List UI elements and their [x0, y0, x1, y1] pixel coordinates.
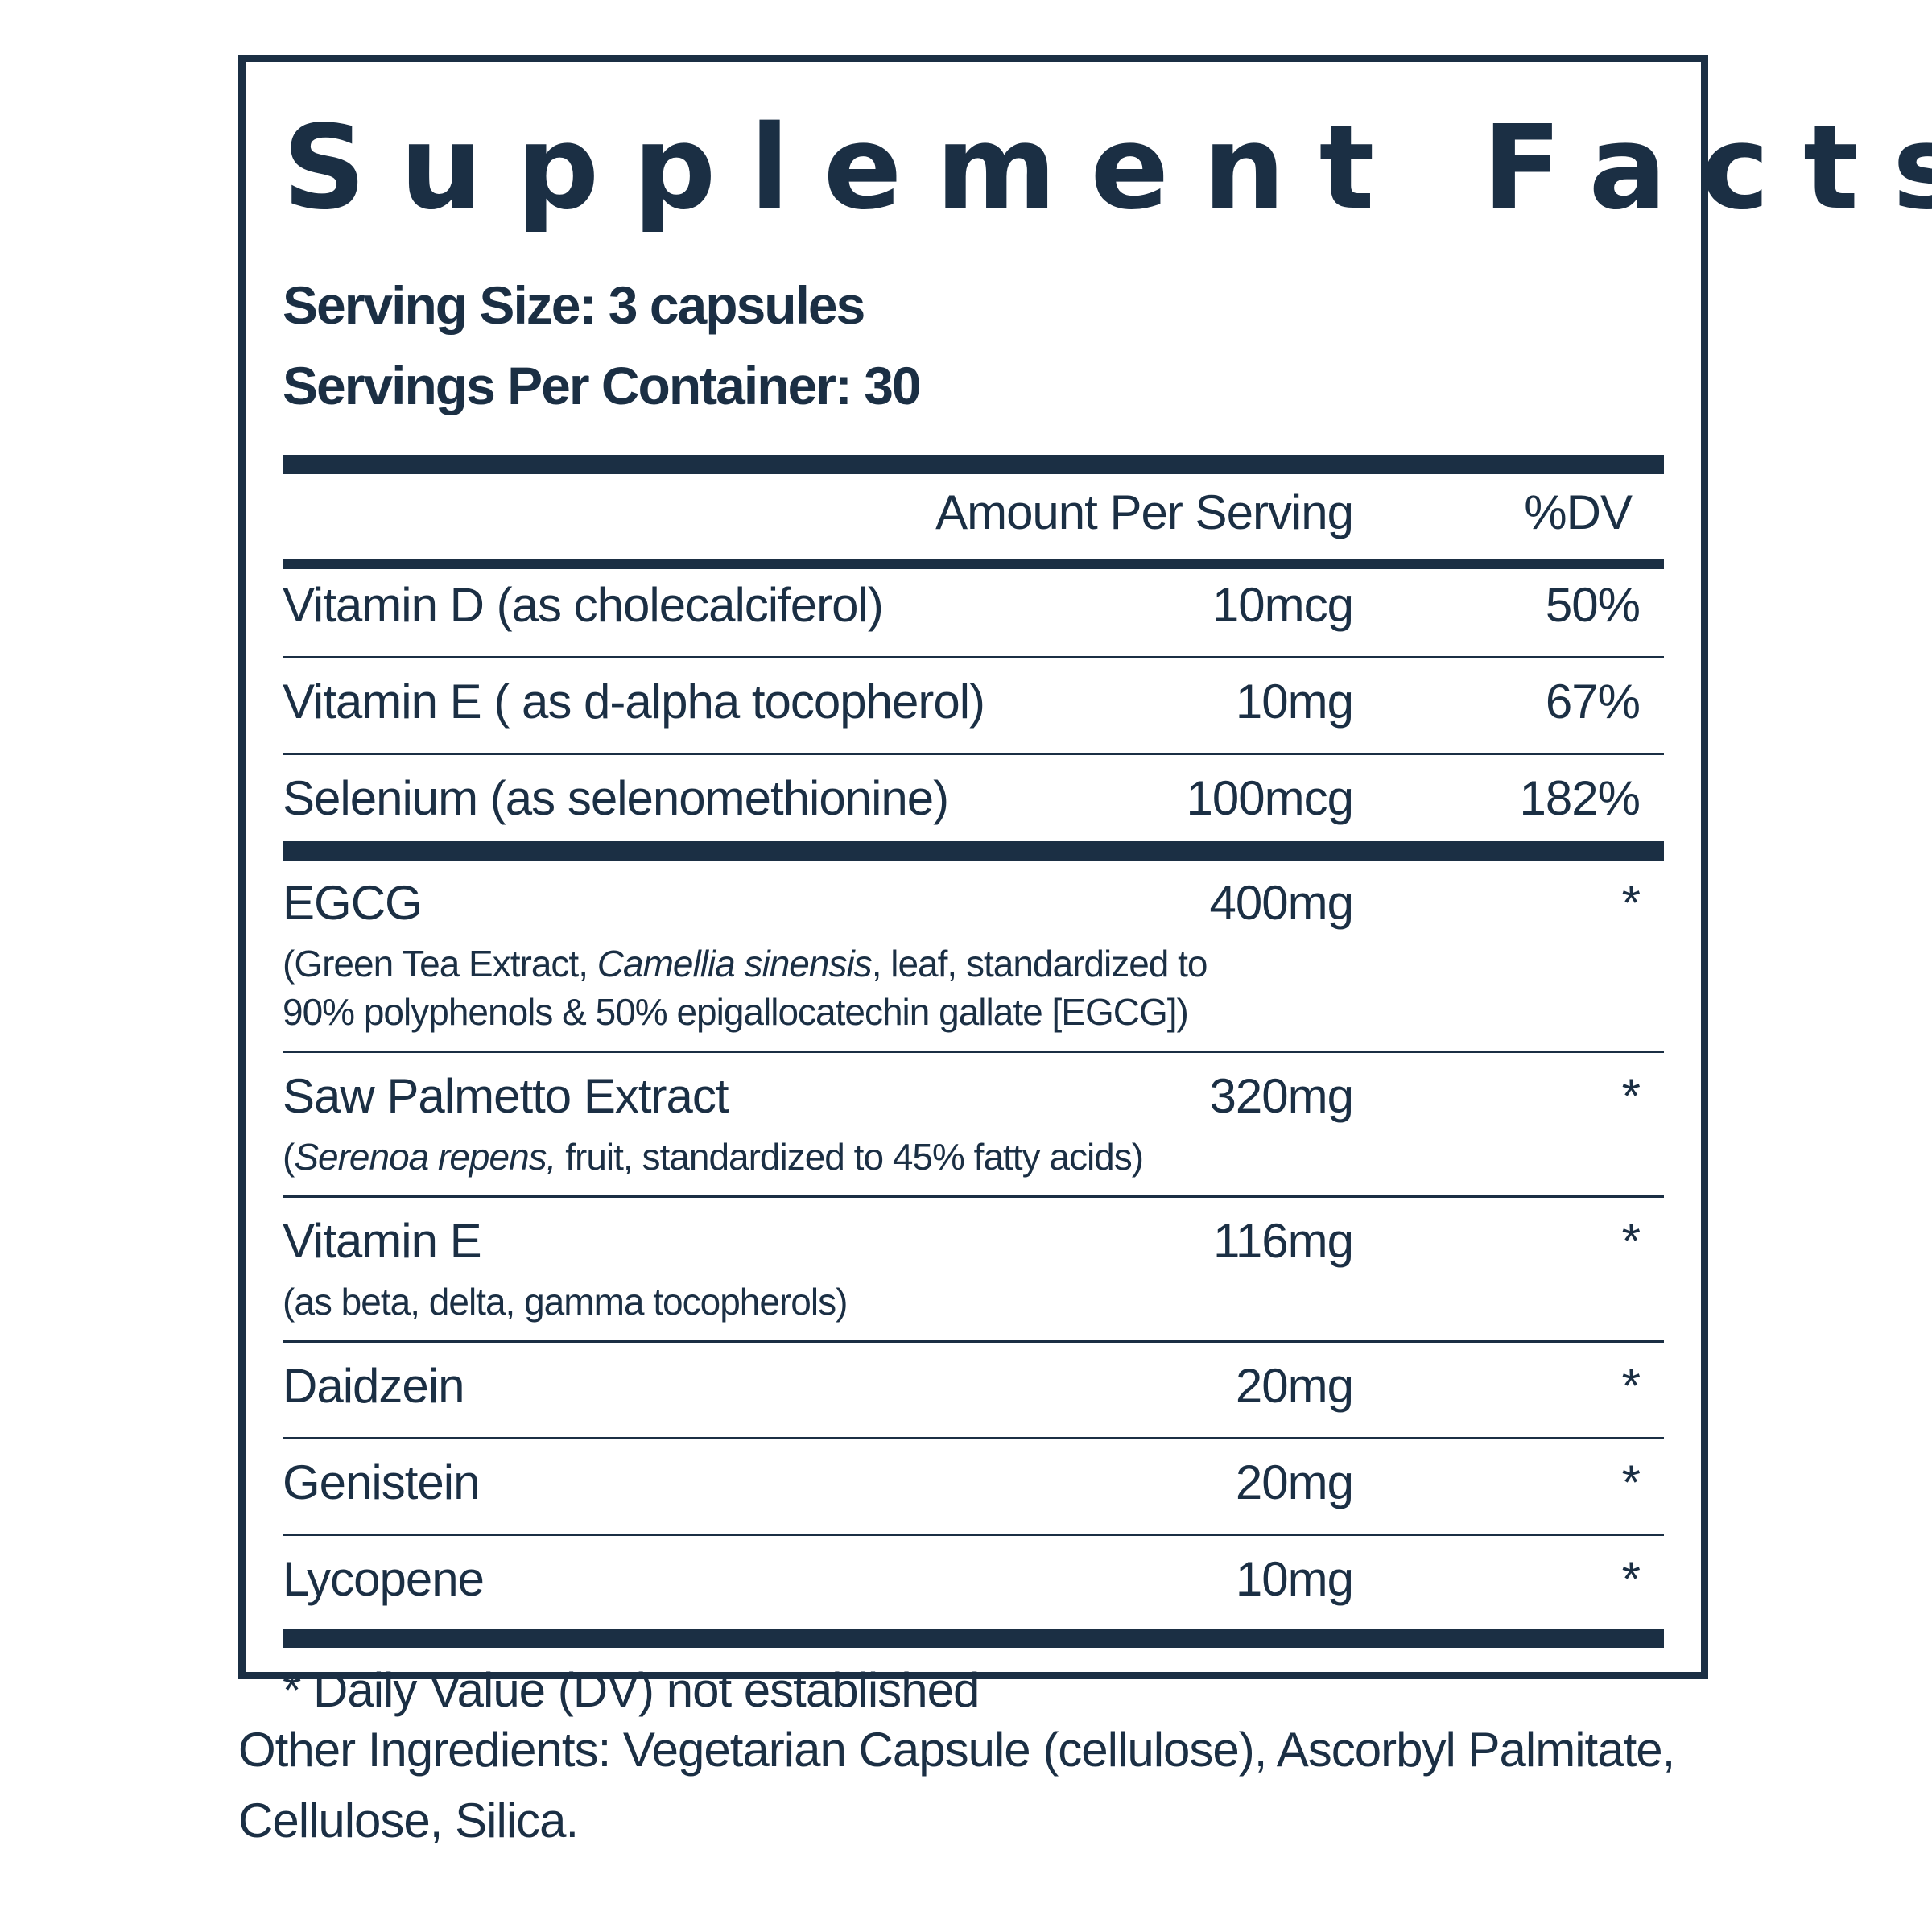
ingredient-description: (Serenoa repens, fruit, standardized to …	[283, 1136, 1144, 1178]
panel-title: Supplement Facts	[283, 100, 1932, 235]
ingredient-dv: *	[1621, 1359, 1641, 1413]
thick-divider	[283, 455, 1664, 474]
row-divider	[283, 753, 1664, 755]
nutrient-name: Vitamin E ( as d-alpha tocopherol)	[283, 675, 985, 729]
ingredient-description: 90% polyphenols & 50% epigallocatechin g…	[283, 991, 1189, 1033]
ingredient-name: EGCG	[283, 876, 423, 930]
ingredient-amount: 320mg	[1209, 1069, 1354, 1123]
ingredient-amount: 20mg	[1235, 1455, 1354, 1509]
nutrient-amount: 10mcg	[1212, 578, 1354, 632]
ingredient-dv: *	[1621, 1552, 1641, 1606]
ingredient-dv: *	[1621, 1069, 1641, 1123]
supplement-facts-panel: Supplement Facts Serving Size: 3 capsule…	[238, 55, 1932, 1717]
ingredient-amount: 400mg	[1209, 876, 1354, 930]
ingredient-dv: *	[1621, 1455, 1641, 1509]
nutrient-dv: 67%	[1545, 675, 1641, 729]
ingredient-name: Vitamin E	[283, 1214, 482, 1268]
row-divider	[283, 1195, 1664, 1198]
ingredient-amount: 20mg	[1235, 1359, 1354, 1413]
column-header-dv: %DV	[1524, 485, 1633, 539]
ingredient-name: Daidzein	[283, 1359, 464, 1413]
nutrient-amount: 10mg	[1235, 675, 1354, 729]
ingredient-description: (as beta, delta, gamma tocopherols)	[283, 1281, 848, 1323]
ingredient-dv: *	[1621, 876, 1641, 930]
ingredient-name: Lycopene	[283, 1552, 485, 1606]
ingredient-amount: 10mg	[1235, 1552, 1354, 1606]
nutrient-name: Vitamin D (as cholecalciferol)	[283, 578, 884, 632]
nutrient-amount: 100mcg	[1186, 771, 1354, 825]
ingredient-amount: 116mg	[1212, 1214, 1354, 1268]
row-divider	[283, 1437, 1664, 1439]
row-divider	[283, 1051, 1664, 1053]
nutrient-name: Selenium (as selenomethionine)	[283, 771, 949, 825]
other-ingredients: Other Ingredients: Vegetarian Capsule (c…	[238, 1723, 1675, 1847]
ingredient-dv: *	[1621, 1214, 1641, 1268]
row-divider	[283, 1340, 1664, 1343]
row-divider	[283, 1534, 1664, 1536]
footnote: * Daily Value (DV) not established	[283, 1663, 980, 1717]
column-header-amount: Amount Per Serving	[935, 485, 1354, 539]
ingredient-name: Saw Palmetto Extract	[283, 1069, 729, 1123]
thick-divider	[283, 841, 1664, 861]
nutrient-dv: 182%	[1519, 771, 1641, 825]
serving-size: Serving Size: 3 capsules	[283, 275, 865, 335]
ingredient-name: Genistein	[283, 1455, 480, 1509]
header-divider	[283, 559, 1664, 569]
row-divider	[283, 656, 1664, 658]
servings-per-container: Servings Per Container: 30	[283, 356, 922, 415]
thick-divider	[283, 1629, 1664, 1648]
ingredient-description: (Green Tea Extract, Camellia sinensis, l…	[283, 943, 1208, 985]
nutrient-dv: 50%	[1545, 578, 1641, 632]
